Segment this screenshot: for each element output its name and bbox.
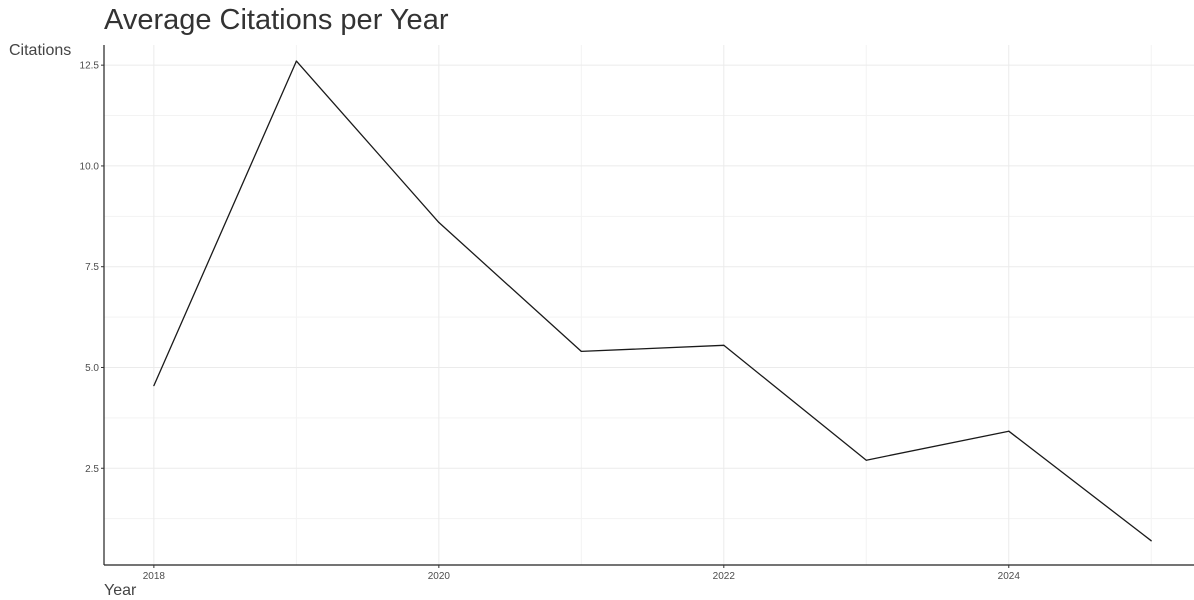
grid-lines	[104, 45, 1194, 565]
data-point	[295, 60, 297, 62]
y-tick-label: 10.0	[80, 161, 100, 172]
x-axis-label: Year	[104, 582, 137, 599]
tick-labels: 2.5 5.0 7.5 10.0 12.5 2018 2020 2022 2024	[80, 61, 1021, 582]
series-line	[153, 60, 1152, 542]
y-tick-label: 12.5	[80, 61, 100, 72]
data-point	[438, 221, 440, 223]
chart-title: Average Citations per Year	[104, 4, 449, 36]
y-tick-label: 5.0	[85, 363, 99, 374]
y-tick-label: 2.5	[85, 464, 99, 475]
data-point	[865, 459, 867, 461]
x-tick-label: 2024	[998, 571, 1021, 582]
series-line-layer	[153, 60, 1152, 542]
data-point	[1008, 430, 1010, 432]
data-point	[153, 385, 155, 387]
axes	[101, 45, 1194, 568]
x-tick-label: 2022	[713, 571, 736, 582]
data-point	[723, 344, 725, 346]
y-axis-label: Citations	[9, 42, 72, 59]
y-tick-label: 7.5	[85, 262, 99, 273]
x-tick-label: 2020	[428, 571, 451, 582]
data-point	[1150, 540, 1152, 542]
data-point	[580, 350, 582, 352]
x-tick-label: 2018	[143, 571, 166, 582]
